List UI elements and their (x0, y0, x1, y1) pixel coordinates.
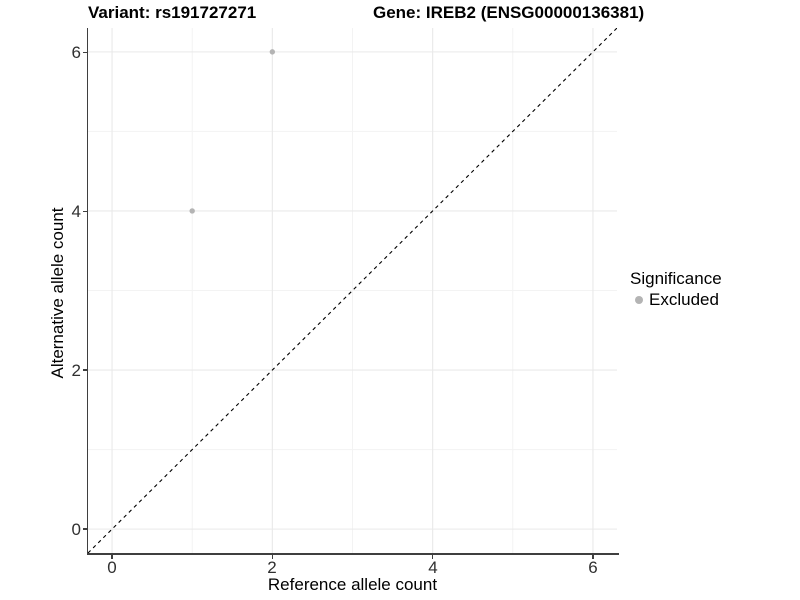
x-tick-label: 6 (588, 558, 598, 577)
y-axis-title: Alternative allele count (48, 207, 67, 379)
y-tick-mark (83, 528, 88, 530)
plot-panel (88, 28, 617, 553)
legend: Significance Excluded (629, 268, 799, 310)
legend-items: Excluded (629, 289, 799, 310)
y-tick-label: 6 (71, 43, 81, 62)
x-tick-mark (111, 554, 113, 559)
x-tick-mark (271, 554, 274, 559)
legend-item: Excluded (629, 289, 799, 310)
plot-title-gene: Gene: IREB2 (ENSG00000136381) (373, 3, 645, 22)
x-tick-mark (431, 554, 434, 559)
x-tick-label: 4 (428, 558, 438, 577)
x-tick-label: 2 (267, 558, 277, 577)
dot-icon (635, 295, 643, 304)
plot-svg (88, 28, 617, 553)
y-tick-label: 4 (71, 202, 81, 221)
data-point (189, 208, 195, 214)
identity-line (88, 28, 617, 553)
data-point (269, 49, 276, 55)
x-tick-mark (592, 554, 594, 559)
legend-item-label: Excluded (649, 289, 719, 309)
x-tick-label: 0 (107, 558, 117, 577)
y-tick-label: 2 (71, 361, 81, 380)
plot-title-variant: Variant: rs191727271 (88, 3, 257, 22)
y-axis-line (86, 28, 88, 555)
y-tick-mark (83, 210, 88, 212)
y-tick-mark (83, 369, 88, 371)
y-tick-label: 0 (71, 520, 81, 539)
legend-title: Significance (630, 269, 722, 288)
x-axis-title: Reference allele count (267, 575, 438, 594)
x-axis-line (86, 553, 619, 555)
y-tick-mark (83, 51, 88, 53)
